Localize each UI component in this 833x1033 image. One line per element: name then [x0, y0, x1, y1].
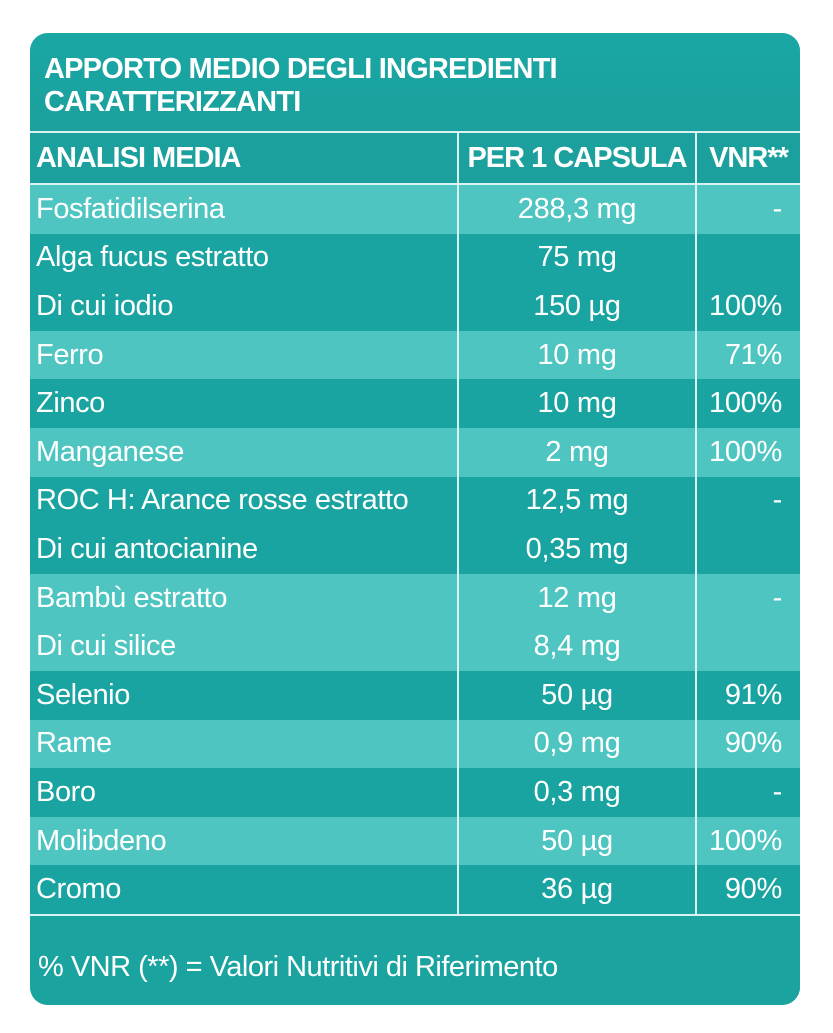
- ingredient-name-cell: Di cui antocianine: [30, 525, 458, 574]
- vnr-cell: 71%: [695, 330, 800, 380]
- table-row: Di cui silice 8,4 mg: [30, 622, 800, 671]
- panel-title: APPORTO MEDIO DEGLI INGREDIENTI CARATTER…: [44, 53, 744, 119]
- ingredient-name-cell: Alga fucus estratto: [30, 233, 458, 283]
- vnr-cell: 90%: [695, 865, 800, 915]
- table-row: Di cui antocianine 0,35 mg: [30, 525, 800, 574]
- amount-cell: 0,35 mg: [457, 525, 696, 574]
- amount-cell: 2 mg: [457, 427, 696, 477]
- ingredient-name-cell: Rame: [30, 719, 458, 769]
- table-header-row: ANALISI MEDIA PER 1 CAPSULA VNR**: [30, 133, 800, 184]
- panel-footer: % VNR (**) = Valori Nutritivi di Riferim…: [30, 927, 800, 1005]
- amount-cell: 8,4 mg: [457, 622, 696, 671]
- table-row: Boro 0,3 mg -: [30, 768, 800, 817]
- amount-cell: 150 µg: [457, 282, 696, 331]
- ingredient-name-cell: Molibdeno: [30, 816, 458, 866]
- amount-cell: 12 mg: [457, 573, 696, 623]
- ingredient-name-cell: Zinco: [30, 379, 458, 428]
- amount-cell: 50 µg: [457, 816, 696, 866]
- ingredient-name-cell: ROC H: Arance rosse estratto: [30, 476, 458, 526]
- amount-cell: 0,9 mg: [457, 719, 696, 769]
- amount-cell: 36 µg: [457, 865, 696, 915]
- ingredient-name-cell: Cromo: [30, 865, 458, 915]
- table-row: Molibdeno 50 µg 100%: [30, 816, 800, 866]
- table-row: Bambù estratto 12 mg -: [30, 573, 800, 623]
- amount-cell: 50 µg: [457, 670, 696, 720]
- ingredient-name-cell: Manganese: [30, 427, 458, 477]
- ingredient-name-cell: Fosfatidilserina: [30, 184, 458, 234]
- table-row: Manganese 2 mg 100%: [30, 427, 800, 477]
- table-row: Ferro 10 mg 71%: [30, 330, 800, 380]
- vnr-cell: 100%: [695, 282, 800, 331]
- vnr-cell: 100%: [695, 816, 800, 866]
- amount-cell: 10 mg: [457, 379, 696, 428]
- vnr-cell: [695, 233, 800, 283]
- vnr-cell: 100%: [695, 379, 800, 428]
- ingredient-name-cell: Di cui iodio: [30, 282, 458, 331]
- amount-cell: 0,3 mg: [457, 768, 696, 817]
- table-row: Alga fucus estratto 75 mg: [30, 233, 800, 283]
- table-row: Cromo 36 µg 90%: [30, 865, 800, 915]
- table-row: Rame 0,9 mg 90%: [30, 719, 800, 769]
- title-line-2: CARATTERIZZANTI: [44, 86, 301, 118]
- nutrition-panel: APPORTO MEDIO DEGLI INGREDIENTI CARATTER…: [30, 33, 800, 1005]
- column-header-analysis: ANALISI MEDIA: [30, 133, 458, 184]
- amount-cell: 10 mg: [457, 330, 696, 380]
- table-row: ROC H: Arance rosse estratto 12,5 mg -: [30, 476, 800, 526]
- vnr-cell: 100%: [695, 427, 800, 477]
- vnr-cell: -: [695, 573, 800, 623]
- ingredients-table: ANALISI MEDIA PER 1 CAPSULA VNR** Fosfat…: [30, 133, 800, 916]
- ingredient-name-cell: Di cui silice: [30, 622, 458, 671]
- amount-cell: 75 mg: [457, 233, 696, 283]
- vnr-cell: 90%: [695, 719, 800, 769]
- column-header-per-capsule: PER 1 CAPSULA: [457, 133, 696, 184]
- ingredient-name-cell: Ferro: [30, 330, 458, 380]
- column-header-vnr: VNR**: [695, 133, 800, 184]
- table-row: Selenio 50 µg 91%: [30, 670, 800, 720]
- vnr-footnote: % VNR (**) = Valori Nutritivi di Riferim…: [38, 951, 558, 983]
- vnr-cell: -: [695, 476, 800, 526]
- vnr-cell: -: [695, 768, 800, 817]
- ingredient-name-cell: Boro: [30, 768, 458, 817]
- amount-cell: 288,3 mg: [457, 184, 696, 234]
- table-row: Di cui iodio 150 µg 100%: [30, 282, 800, 331]
- table-row: Zinco 10 mg 100%: [30, 379, 800, 428]
- vnr-cell: [695, 622, 800, 671]
- vnr-cell: -: [695, 184, 800, 234]
- vnr-cell: [695, 525, 800, 574]
- title-line-1: APPORTO MEDIO DEGLI INGREDIENTI: [44, 53, 558, 85]
- table-row: Fosfatidilserina 288,3 mg -: [30, 184, 800, 234]
- panel-header: APPORTO MEDIO DEGLI INGREDIENTI CARATTER…: [30, 33, 800, 133]
- ingredient-name-cell: Bambù estratto: [30, 573, 458, 623]
- ingredient-name-cell: Selenio: [30, 670, 458, 720]
- amount-cell: 12,5 mg: [457, 476, 696, 526]
- vnr-cell: 91%: [695, 670, 800, 720]
